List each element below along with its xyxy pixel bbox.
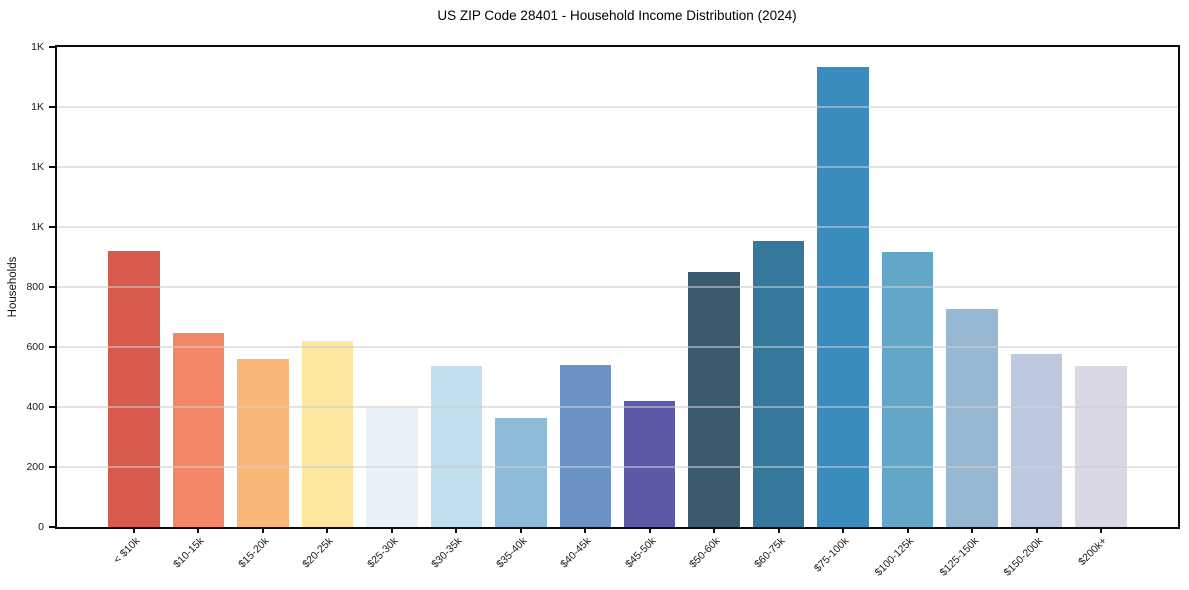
bar (108, 251, 160, 527)
x-tick-label: $60-75k (751, 535, 788, 571)
x-axis-tick (971, 529, 974, 533)
x-tick-label: $50-60k (687, 535, 723, 571)
plot-area: 0 200 400 600 800 1K 1K 1K 1K < $10k $10-15k $15-20… (26, 41, 1178, 579)
x-axis-tick (1100, 529, 1103, 533)
y-tick-label: 400 (26, 400, 44, 413)
y-axis-tick (49, 406, 55, 408)
x-axis-tick (648, 529, 651, 533)
y-tick-label: 1K (31, 160, 44, 173)
x-tick-label: $10-15k (171, 535, 207, 571)
y-axis-tick (49, 286, 55, 288)
bar (1075, 366, 1127, 527)
x-tick-label: < $10k (111, 535, 143, 566)
x-tick-label: $125-150k (937, 535, 981, 579)
bar (172, 333, 225, 527)
gridline (57, 346, 1178, 348)
x-axis-tick (906, 529, 909, 533)
x-axis-tick (584, 529, 587, 533)
x-axis-tick (390, 529, 393, 533)
x-axis-tick (326, 529, 329, 533)
bar (495, 418, 547, 527)
x-axis-tick (197, 529, 200, 533)
x-axis-tick (1035, 529, 1038, 533)
x-tick-label: $150-200k (1001, 535, 1046, 579)
x-axis-tick (777, 529, 780, 533)
x-axis-tick (455, 529, 458, 533)
x-tick-label: $40-45k (558, 535, 594, 571)
bar (623, 401, 676, 527)
x-tick-label: $30-35k (429, 535, 465, 571)
bar (817, 67, 869, 527)
bar (301, 341, 354, 527)
bar (946, 309, 998, 527)
gridline (57, 286, 1178, 288)
x-tick-label: $20-25k (300, 535, 336, 571)
y-axis-tick (49, 526, 55, 528)
bar (688, 272, 740, 527)
x-axis-tick (261, 529, 264, 533)
x-axis-tick (519, 529, 522, 533)
bar (752, 241, 805, 527)
y-tick-label: 0 (38, 520, 44, 533)
gridline (57, 406, 1178, 408)
y-axis-tick (49, 106, 55, 108)
bar (430, 365, 483, 527)
x-tick-label: $45-50k (622, 535, 659, 571)
y-axis-tick (49, 346, 55, 348)
y-tick-label: 200 (26, 460, 44, 473)
chart-title: US ZIP Code 28401 - Household Income Dis… (437, 8, 797, 23)
gridline (57, 226, 1178, 228)
x-axis-tick (713, 529, 716, 533)
bar (559, 364, 612, 527)
y-tick-label: 800 (26, 280, 44, 293)
bar (1010, 354, 1063, 527)
gridline (57, 166, 1178, 168)
y-tick-label: 1K (31, 40, 44, 53)
bar (237, 358, 289, 527)
y-tick-label: 1K (31, 220, 44, 233)
y-axis-tick (49, 166, 55, 168)
y-tick-label: 1K (31, 100, 44, 113)
x-tick-label: $35-40k (493, 535, 530, 571)
x-axis-tick (842, 529, 845, 533)
x-tick-label: $200k+ (1076, 535, 1110, 569)
x-tick-label: $15-20k (235, 535, 272, 571)
y-tick-label: 600 (26, 340, 44, 353)
x-tick-label: $25-30k (364, 535, 401, 571)
x-tick-label: $100-125k (872, 535, 917, 579)
y-axis-tick (49, 466, 55, 468)
bar (881, 252, 934, 527)
gridline (57, 466, 1178, 468)
x-axis-tick (132, 529, 135, 533)
gridline (57, 106, 1178, 108)
y-axis-tick (49, 226, 55, 228)
x-tick-label: $75-100k (812, 535, 852, 575)
y-axis-tick (49, 46, 55, 48)
